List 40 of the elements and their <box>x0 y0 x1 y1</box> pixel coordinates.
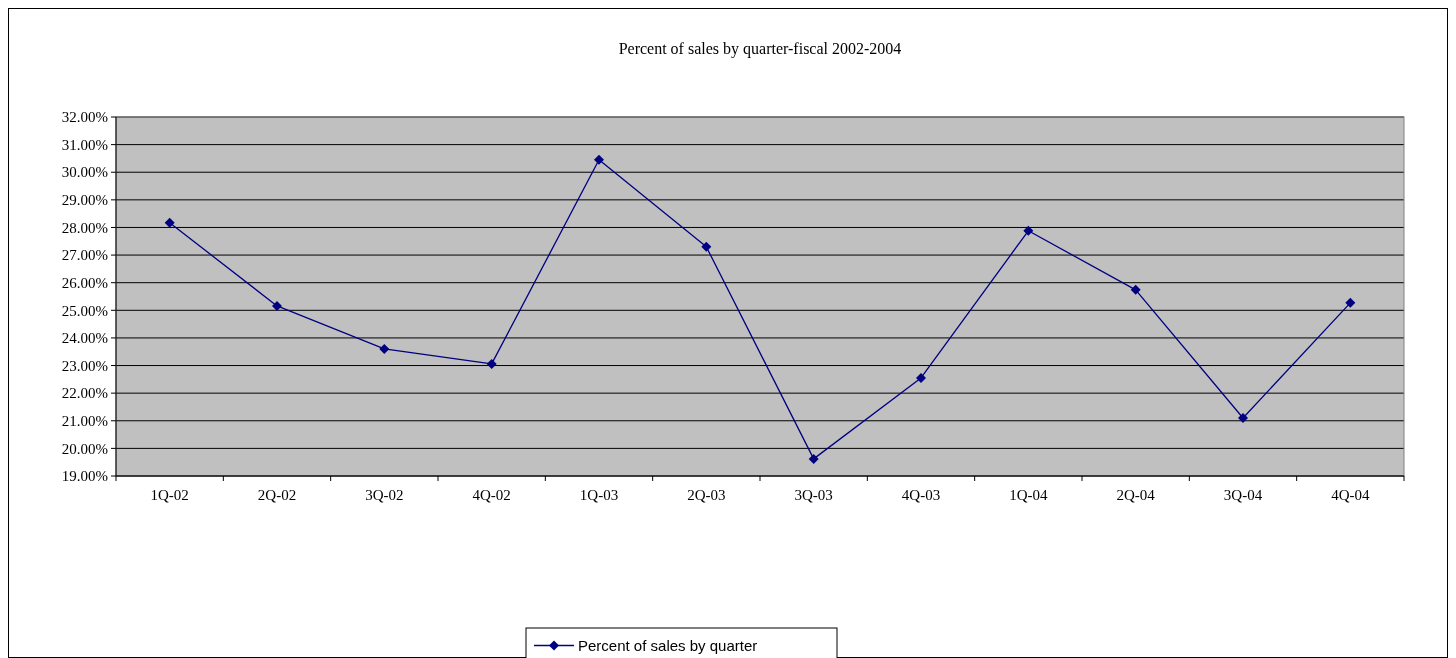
x-tick-label: 2Q-03 <box>687 487 726 503</box>
point <box>1130 284 1141 295</box>
point <box>486 358 497 369</box>
y-tick-label: 23.00% <box>61 357 108 374</box>
point <box>594 154 604 165</box>
y-tick-label: 31.00% <box>61 136 108 153</box>
y-tick-label: 30.00% <box>61 164 108 181</box>
point <box>164 217 175 228</box>
y-tick-label: 22.00% <box>61 385 108 402</box>
point <box>1238 413 1248 424</box>
x-tick-label: 4Q-04 <box>1331 487 1370 503</box>
point <box>701 241 712 252</box>
point <box>272 300 282 311</box>
x-tick-label: 1Q-04 <box>1009 487 1048 503</box>
legend-label: Percent of sales by quarter <box>578 636 758 654</box>
y-tick-label: 26.00% <box>61 274 108 291</box>
x-tick-label: 4Q-03 <box>901 487 941 503</box>
x-tick-label: 3Q-03 <box>794 487 833 503</box>
x-tick-label: 1Q-02 <box>150 487 189 503</box>
y-tick-label: 19.00% <box>61 468 108 485</box>
x-tick-label: 3Q-04 <box>1223 487 1263 503</box>
y-tick-label: 25.00% <box>61 302 108 319</box>
y-tick-label: 28.00% <box>61 219 108 236</box>
y-tick-label: 27.00% <box>61 247 108 264</box>
x-tick-label: 2Q-04 <box>1116 487 1156 503</box>
x-tick-label: 2Q-02 <box>257 487 297 503</box>
point <box>379 343 390 354</box>
y-tick-label: 29.00% <box>61 192 108 209</box>
point <box>1345 297 1356 308</box>
y-tick-label: 21.00% <box>61 413 108 430</box>
y-tick-label: 32.00% <box>61 109 108 126</box>
x-tick-label: 1Q-03 <box>579 487 619 503</box>
y-tick-label: 24.00% <box>61 330 108 347</box>
x-tick-label: 3Q-02 <box>365 487 404 503</box>
point <box>1023 225 1034 236</box>
x-tick-label: 4Q-02 <box>472 487 511 503</box>
chart-title: Percent of sales by quarter-fiscal 2002-2004 <box>618 40 902 58</box>
point <box>916 372 926 383</box>
y-tick-label: 20.00% <box>61 440 108 457</box>
point <box>808 453 819 464</box>
